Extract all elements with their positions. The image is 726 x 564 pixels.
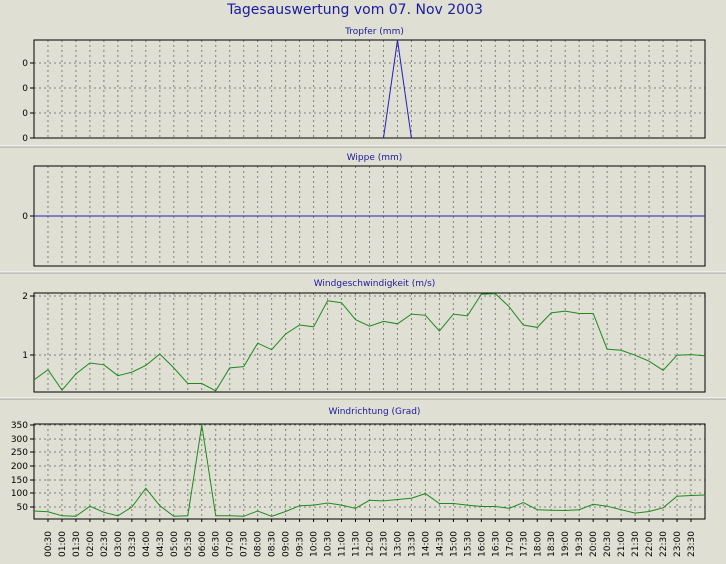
- x-tick-label: 03:30: [128, 531, 138, 557]
- x-tick-label: 07:30: [240, 531, 250, 557]
- x-tick-label: 05:30: [184, 531, 194, 557]
- x-tick-label: 15:00: [449, 531, 459, 557]
- x-tick-label: 01:00: [58, 531, 68, 557]
- x-tick-label: 16:00: [477, 531, 487, 557]
- series-line: [383, 39, 412, 139]
- x-tick-label: 19:00: [561, 531, 571, 557]
- x-tick-label: 23:30: [687, 531, 697, 557]
- y-tick-label: 0: [22, 212, 28, 222]
- x-tick-label: 04:00: [142, 531, 152, 557]
- x-tick-label: 08:00: [254, 531, 264, 557]
- panel-windgeschwindigkeit-m-s: Windgeschwindigkeit (m/s) 2 1: [0, 279, 726, 400]
- x-tick-label: 07:00: [226, 531, 236, 557]
- x-tick-label: 23:00: [673, 531, 683, 557]
- panel-title: Wippe (mm): [347, 153, 403, 163]
- x-tick-label: 21:30: [631, 531, 641, 557]
- x-tick-label: 19:30: [575, 531, 585, 557]
- panel-tropfer-mm: Tropfer (mm) 0 0 0 0: [0, 27, 726, 148]
- series-line: [33, 293, 706, 392]
- y-tick-label: 1: [22, 351, 28, 361]
- x-tick-label: 03:00: [114, 531, 124, 557]
- y-tick-label: 2: [22, 292, 28, 302]
- panel-title: Windrichtung (Grad): [329, 407, 421, 417]
- x-tick-label: 11:00: [338, 531, 348, 557]
- y-tick-label: 350: [11, 421, 28, 431]
- x-tick-label: 13:30: [407, 531, 417, 557]
- y-tick-label: 250: [11, 448, 28, 458]
- panel-title: Tropfer (mm): [344, 27, 404, 37]
- panel-title: Windgeschwindigkeit (m/s): [314, 279, 436, 289]
- x-tick-label: 14:30: [435, 531, 445, 557]
- panel-windrichtung-grad: Windrichtung (Grad) 350 300 250 200 150 100 50: [11, 407, 706, 520]
- x-tick-label: 11:30: [352, 531, 362, 557]
- x-tick-label: 16:30: [491, 531, 501, 557]
- x-tick-label: 10:00: [310, 531, 320, 557]
- x-tick-label: 12:00: [366, 531, 376, 557]
- x-tick-label: 15:30: [463, 531, 473, 557]
- x-tick-label: 09:30: [296, 531, 306, 557]
- x-tick-label: 14:00: [421, 531, 431, 557]
- x-tick-label: 01:30: [72, 531, 82, 557]
- x-tick-label: 20:30: [603, 531, 613, 557]
- x-tick-label: 06:00: [198, 531, 208, 557]
- x-tick-label: 22:30: [659, 531, 669, 557]
- x-tick-label: 10:30: [324, 531, 334, 557]
- x-tick-label: 09:00: [282, 531, 292, 557]
- x-tick-label: 13:00: [393, 531, 403, 557]
- series-line: [33, 425, 706, 517]
- panel-wippe-mm: Wippe (mm) 0: [0, 153, 726, 274]
- y-tick-label: 150: [11, 476, 28, 486]
- x-axis: 00:30 01:00 01:30 02:00 02:30 03:00 03:30 04:00…: [44, 519, 697, 557]
- y-tick-label: 0: [22, 134, 28, 144]
- x-tick-label: 08:30: [268, 531, 278, 557]
- x-tick-label: 12:30: [379, 531, 389, 557]
- y-tick-label: 0: [22, 84, 28, 94]
- y-tick-label: 100: [11, 489, 28, 499]
- x-tick-label: 20:00: [589, 531, 599, 557]
- x-tick-label: 21:00: [617, 531, 627, 557]
- x-tick-label: 06:30: [212, 531, 222, 557]
- x-tick-label: 17:00: [505, 531, 515, 557]
- chart-title: Tagesauswertung vom 07. Nov 2003: [226, 2, 483, 18]
- x-tick-label: 05:00: [170, 531, 180, 557]
- x-tick-label: 18:00: [533, 531, 543, 557]
- y-tick-label: 50: [17, 503, 29, 513]
- x-tick-label: 17:30: [519, 531, 529, 557]
- x-tick-label: 00:30: [44, 531, 54, 557]
- y-tick-label: 300: [11, 435, 28, 445]
- chart-panels: Tropfer (mm) 0 0 0 0 Wippe (mm) 0 Windgeschwind…: [0, 27, 726, 520]
- x-tick-label: 04:30: [156, 531, 166, 557]
- plot-frame: [33, 39, 706, 139]
- y-tick-label: 200: [11, 462, 28, 472]
- plot-frame: [33, 292, 706, 393]
- x-tick-label: 22:00: [645, 531, 655, 557]
- x-tick-label: 02:00: [86, 531, 96, 557]
- y-tick-label: 0: [22, 59, 28, 69]
- x-tick-label: 18:30: [547, 531, 557, 557]
- y-tick-label: 0: [22, 109, 28, 119]
- x-tick-label: 02:30: [100, 531, 110, 557]
